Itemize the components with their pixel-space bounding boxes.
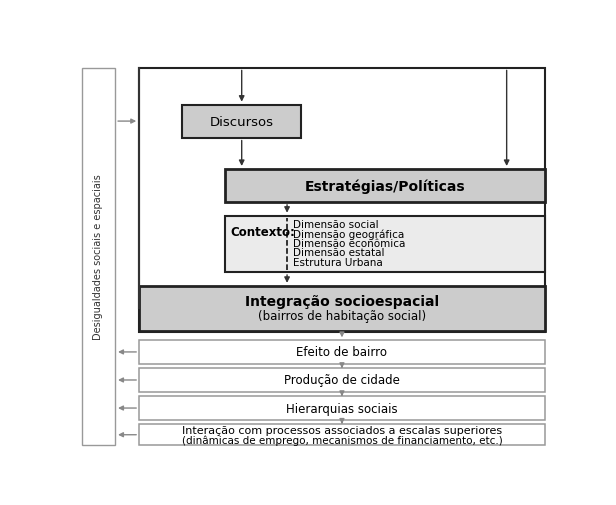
- Text: Dimensão econômica: Dimensão econômica: [293, 238, 405, 248]
- Text: Contexto:: Contexto:: [231, 225, 296, 238]
- Text: (bairros de habitação social): (bairros de habitação social): [258, 310, 426, 323]
- Text: Hierarquias sociais: Hierarquias sociais: [286, 402, 398, 415]
- Text: Integração socioespacial: Integração socioespacial: [245, 294, 439, 309]
- Bar: [139, 396, 545, 420]
- Bar: [182, 106, 301, 138]
- Bar: [139, 340, 545, 364]
- Text: Interação com processos associados a escalas superiores: Interação com processos associados a esc…: [182, 425, 502, 435]
- Text: Desigualdades sociais e espaciais: Desigualdades sociais e espaciais: [94, 174, 103, 340]
- Bar: [139, 369, 545, 392]
- Text: Efeito de bairro: Efeito de bairro: [296, 346, 387, 359]
- Text: Estratégias/Políticas: Estratégias/Políticas: [304, 179, 465, 193]
- Text: Dimensão social: Dimensão social: [293, 220, 378, 230]
- Bar: [139, 286, 545, 331]
- Bar: [225, 170, 545, 203]
- Bar: [139, 68, 545, 333]
- Text: Dimensão estatal: Dimensão estatal: [293, 247, 384, 258]
- Text: Estrutura Urbana: Estrutura Urbana: [293, 257, 383, 267]
- Bar: [225, 216, 545, 273]
- Text: (dinâmicas de emprego, mecanismos de financiamento, etc.): (dinâmicas de emprego, mecanismos de fin…: [182, 435, 502, 445]
- Text: Produção de cidade: Produção de cidade: [284, 374, 400, 387]
- Text: Discursos: Discursos: [209, 115, 274, 128]
- Text: Dimensão geográfica: Dimensão geográfica: [293, 229, 404, 239]
- Bar: [139, 424, 545, 445]
- Bar: [82, 68, 115, 445]
